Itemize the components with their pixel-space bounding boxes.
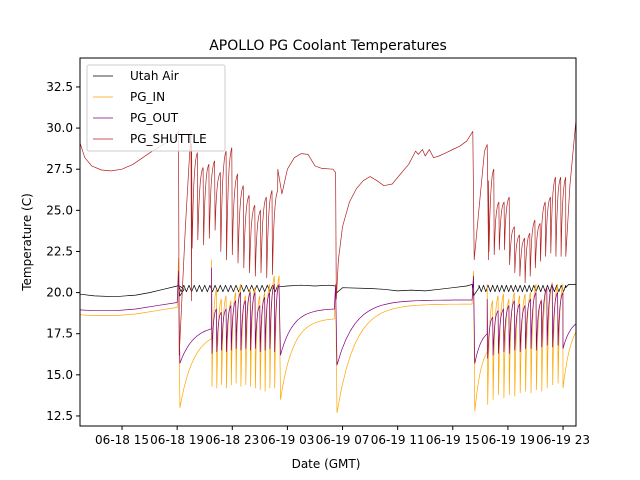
y-axis: 12.5 15.0 17.5 20.0 22.5 25.0 27.5 30.0 32.5 <box>46 80 80 423</box>
y-tick-label: 15.0 <box>46 368 73 382</box>
x-tick-label: 06-18 23 <box>205 433 259 447</box>
x-tick-label: 06-19 19 <box>481 433 535 447</box>
x-tick-label: 06-19 11 <box>371 433 425 447</box>
x-tick-label: 06-18 15 <box>95 433 149 447</box>
x-tick-label: 06-19 07 <box>316 433 370 447</box>
legend-label: PG_OUT <box>130 111 179 125</box>
y-tick-label: 30.0 <box>46 121 73 135</box>
plot-frame <box>79 57 577 427</box>
legend-label: Utah Air <box>130 69 179 83</box>
legend: Utah Air PG_IN PG_OUT PG_SHUTTLE <box>86 64 226 152</box>
y-tick-label: 22.5 <box>46 244 73 258</box>
x-tick-label: 06-19 03 <box>260 433 314 447</box>
series-pg-shuttle <box>80 119 576 356</box>
y-tick-label: 20.0 <box>46 286 73 300</box>
x-tick-label: 06-19 15 <box>426 433 480 447</box>
legend-label: PG_SHUTTLE <box>130 132 207 146</box>
x-axis-label: Date (GMT) <box>292 457 361 471</box>
y-axis-label: Temperature (C) <box>20 193 34 292</box>
y-tick-label: 12.5 <box>46 409 73 423</box>
series-line <box>80 267 576 366</box>
x-axis: 06-18 15 06-18 19 06-18 23 06-19 03 06-19 07… <box>95 426 590 447</box>
series-layer <box>80 119 576 414</box>
chart-title: APOLLO PG Coolant Temperatures <box>209 38 447 54</box>
y-tick-label: 27.5 <box>46 162 73 176</box>
y-tick-label: 17.5 <box>46 327 73 341</box>
x-tick-label: 06-18 19 <box>150 433 204 447</box>
legend-label: PG_IN <box>130 90 165 104</box>
series-line <box>80 119 576 356</box>
y-tick-label: 32.5 <box>46 80 73 94</box>
x-tick-label: 06-19 23 <box>536 433 590 447</box>
series-pg-out <box>80 267 576 366</box>
legend-box <box>86 64 226 152</box>
y-tick-label: 25.0 <box>46 203 73 217</box>
